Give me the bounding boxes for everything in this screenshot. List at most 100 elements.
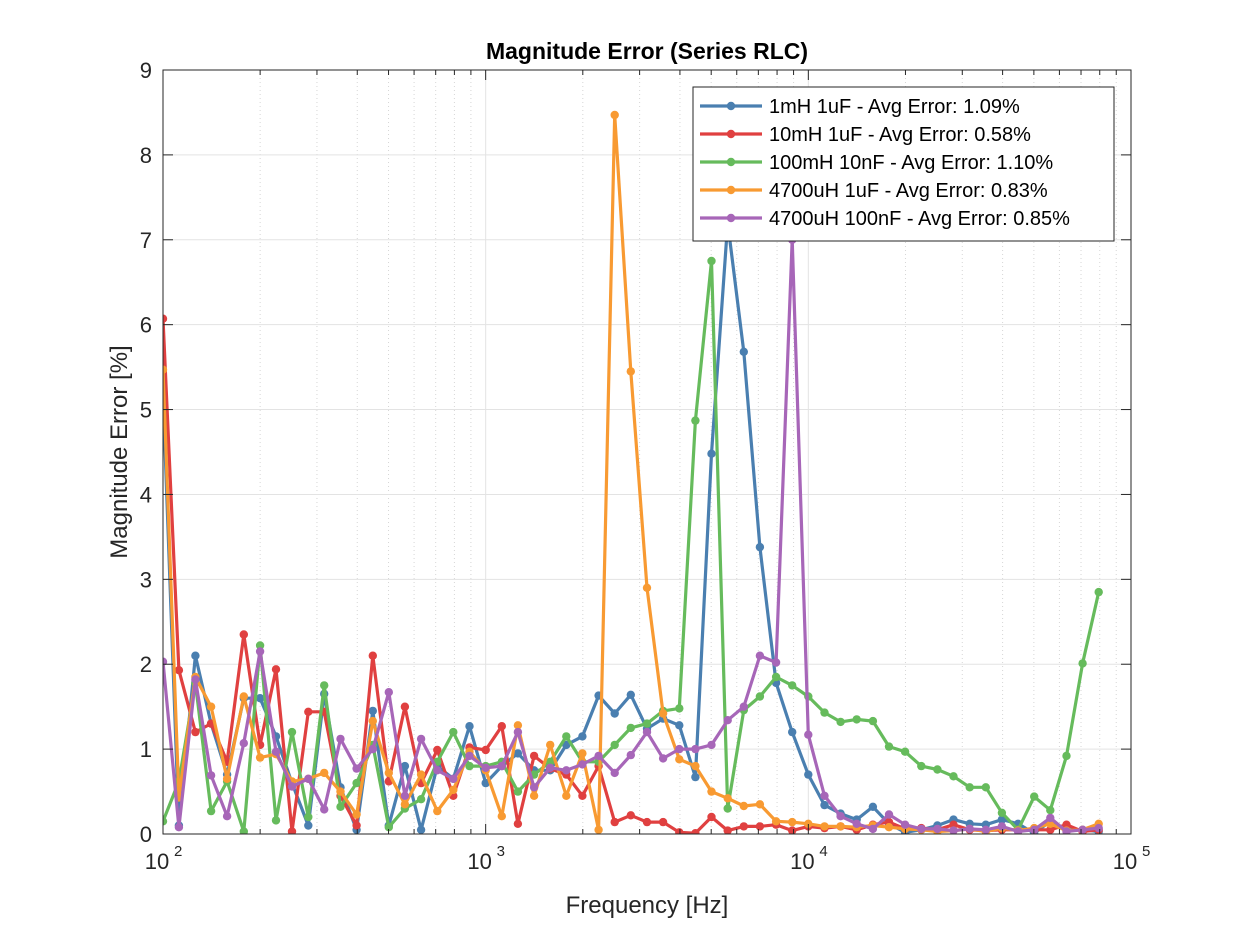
data-point (723, 826, 732, 834)
data-point (320, 681, 329, 690)
data-point (433, 806, 442, 816)
data-point (416, 734, 426, 744)
data-point (1094, 587, 1103, 597)
legend-label: 1mH 1uF - Avg Error: 1.09% (769, 96, 1020, 118)
data-point (287, 727, 297, 737)
data-point (771, 817, 781, 826)
data-point (771, 672, 781, 682)
data-point (416, 770, 426, 779)
data-point (191, 727, 200, 737)
data-point (626, 811, 635, 820)
data-point (416, 825, 426, 834)
legend-entry: 100mH 10nF - Avg Error: 1.10% (700, 152, 1053, 174)
data-point (1046, 806, 1055, 815)
data-point (449, 774, 458, 783)
y-axis-label: Magnitude Error [%] (106, 345, 133, 558)
x-axis-label: Frequency [Hz] (566, 892, 729, 919)
legend-entry: 4700uH 1uF - Avg Error: 0.83% (700, 180, 1048, 202)
data-point (691, 772, 700, 782)
data-point (836, 717, 845, 727)
data-point (723, 716, 732, 725)
data-point (610, 709, 619, 718)
x-tick-label-exponent: 5 (1142, 843, 1150, 860)
data-point (642, 719, 652, 728)
y-tick-label: 1 (140, 737, 152, 762)
data-point (739, 801, 748, 811)
y-tick-labels: 0 1 2 3 4 5 6 7 8 9 (140, 58, 152, 847)
data-point (675, 828, 684, 834)
x-tick-label-exponent: 4 (819, 843, 827, 860)
data-point (933, 765, 942, 774)
data-point (626, 367, 635, 376)
data-point (658, 817, 668, 827)
data-point (562, 732, 571, 741)
data-point (304, 812, 313, 822)
data-point (416, 795, 426, 804)
data-point (578, 749, 587, 758)
x-tick-label-exponent: 3 (497, 843, 505, 860)
data-point (287, 827, 297, 834)
y-tick-label: 7 (140, 228, 152, 253)
data-point (1030, 792, 1039, 801)
data-point (1062, 751, 1071, 761)
data-point (384, 688, 393, 697)
data-point (884, 810, 894, 819)
data-point (513, 721, 523, 730)
data-point (336, 734, 345, 744)
data-point (868, 824, 878, 834)
data-point (163, 365, 168, 374)
data-point (739, 702, 748, 711)
data-point (271, 816, 281, 825)
data-point (304, 774, 313, 783)
data-point (1062, 820, 1071, 829)
y-tick-label: 2 (140, 652, 152, 677)
data-point (594, 751, 603, 761)
data-point (222, 774, 232, 783)
y-tick-label: 3 (140, 567, 152, 592)
data-point (546, 740, 555, 750)
data-point (997, 808, 1007, 817)
legend-entry: 1mH 1uF - Avg Error: 1.09% (700, 96, 1020, 118)
data-point (900, 820, 910, 829)
data-point (820, 791, 829, 800)
legend-marker (726, 213, 736, 223)
data-point (900, 747, 910, 756)
data-point (771, 658, 781, 667)
legend-label: 10mH 1uF - Avg Error: 0.58% (769, 124, 1031, 146)
data-point (755, 692, 765, 701)
data-point (917, 761, 926, 771)
data-point (304, 707, 313, 716)
data-point (163, 314, 168, 323)
data-point (852, 715, 861, 724)
data-point (255, 641, 265, 650)
data-point (206, 806, 216, 816)
data-point (610, 110, 619, 120)
data-point (723, 794, 732, 803)
data-point (868, 802, 878, 811)
data-point (368, 744, 377, 754)
data-point (578, 791, 587, 800)
data-point (352, 778, 361, 788)
data-point (949, 820, 958, 829)
data-point (174, 666, 184, 675)
data-point (788, 817, 797, 827)
data-point (1062, 827, 1071, 834)
data-point (239, 827, 248, 834)
data-point (191, 651, 200, 660)
legend-marker (726, 185, 736, 195)
data-point (626, 723, 635, 733)
data-point (610, 768, 619, 778)
data-point (691, 829, 700, 834)
data-point (788, 826, 797, 834)
data-point (707, 787, 716, 796)
data-point (755, 800, 765, 809)
x-tick-labels: 10 2 10 3 10 4 10 5 (145, 843, 1151, 874)
data-point (562, 740, 571, 750)
data-point (658, 754, 668, 763)
data-point (497, 761, 506, 771)
data-point (788, 681, 797, 690)
data-point (546, 757, 555, 766)
y-tick-label: 0 (140, 822, 152, 847)
data-point (562, 791, 571, 800)
data-point (513, 819, 523, 828)
